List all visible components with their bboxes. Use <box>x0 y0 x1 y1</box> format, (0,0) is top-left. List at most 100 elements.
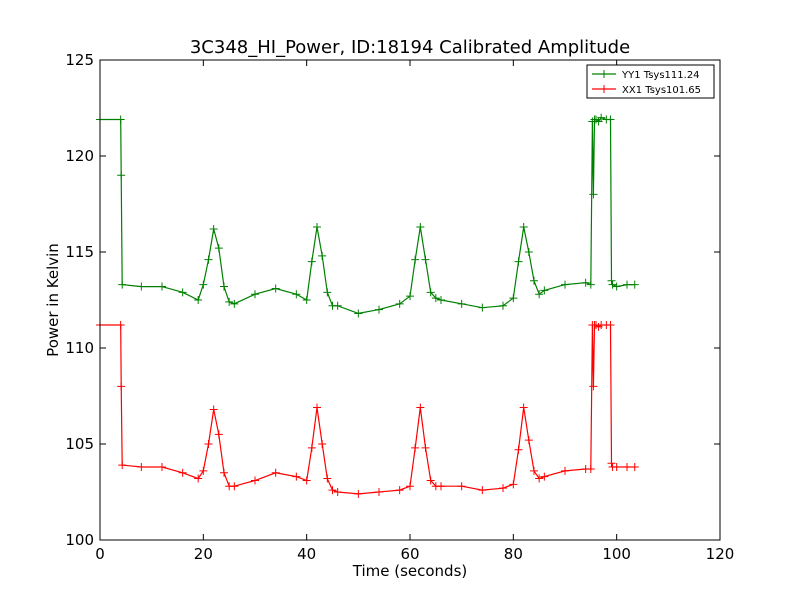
data-point <box>209 224 218 233</box>
data-point <box>116 115 125 124</box>
data-point <box>313 223 321 232</box>
data-point <box>499 301 507 310</box>
series-layer <box>96 113 639 498</box>
y-tick-label: 100 <box>65 531 94 549</box>
data-point <box>194 296 203 304</box>
legend-label: XX1 Tsys101.65 <box>622 85 701 96</box>
data-point <box>630 463 639 472</box>
y-tick-label: 125 <box>65 51 94 69</box>
data-point <box>457 299 466 308</box>
data-point <box>416 223 425 232</box>
legend-label: YY1 Tsys111.24 <box>621 70 700 81</box>
data-point <box>209 405 218 414</box>
data-point <box>509 294 518 303</box>
y-tick-label: 120 <box>65 147 94 165</box>
x-tick-label: 80 <box>504 545 523 563</box>
data-point <box>333 488 342 496</box>
data-point <box>117 382 126 391</box>
data-point <box>608 280 617 289</box>
data-point <box>354 309 363 318</box>
data-point <box>586 464 595 473</box>
data-point <box>411 255 420 264</box>
legend: YY1 Tsys111.24 XX1 Tsys101.65 <box>586 64 715 99</box>
data-point <box>333 301 342 310</box>
data-point <box>426 476 435 485</box>
data-point <box>406 292 414 301</box>
data-point <box>606 320 615 329</box>
data-point <box>478 303 487 312</box>
data-point <box>561 280 569 289</box>
data-point <box>597 113 606 122</box>
data-point <box>612 463 621 472</box>
data-point <box>302 476 311 485</box>
data-point <box>225 297 234 306</box>
data-point <box>354 489 363 498</box>
data-point <box>535 474 544 483</box>
data-point <box>519 403 528 412</box>
data-point <box>328 486 337 495</box>
data-point <box>421 255 430 264</box>
data-point <box>630 280 639 289</box>
data-point <box>318 251 327 260</box>
data-point <box>292 290 301 299</box>
data-point <box>431 294 440 303</box>
data-point <box>589 382 598 391</box>
data-point <box>437 482 445 491</box>
data-point <box>313 403 321 412</box>
data-point <box>524 436 533 445</box>
data-point <box>395 299 404 308</box>
chart-title: 3C348_HI_Power, ID:18194 Calibrated Ampl… <box>190 37 630 58</box>
data-point <box>395 486 404 495</box>
data-point <box>158 282 166 291</box>
data-point <box>535 290 544 299</box>
y-tick-label: 115 <box>65 243 94 261</box>
data-point <box>607 276 616 285</box>
data-point <box>117 171 126 180</box>
series-2 <box>96 320 639 498</box>
legend-box <box>586 64 715 99</box>
data-point <box>530 276 538 285</box>
ticks-layer: 0 20 40 60 80 100 120 100 105 110 115 120 125 <box>65 51 734 563</box>
data-point <box>251 476 259 485</box>
data-point <box>457 482 466 491</box>
data-point <box>623 280 631 289</box>
x-tick-label: 40 <box>297 545 316 563</box>
data-point <box>406 482 414 491</box>
data-point <box>271 468 280 477</box>
data-point <box>581 278 590 287</box>
data-point <box>116 320 125 329</box>
data-point <box>323 288 332 297</box>
data-point <box>612 282 621 291</box>
data-point <box>230 482 239 491</box>
data-point <box>220 282 228 291</box>
data-point <box>307 443 316 452</box>
data-point <box>375 488 383 496</box>
data-point <box>137 463 146 472</box>
x-tick-label: 0 <box>95 545 105 563</box>
data-point <box>199 280 208 289</box>
x-tick-label: 60 <box>400 545 419 563</box>
data-point <box>514 445 523 454</box>
data-point <box>623 463 631 472</box>
data-point <box>194 474 203 483</box>
data-point <box>318 440 327 448</box>
x-axis-label: Time (seconds) <box>352 562 468 580</box>
data-point <box>437 296 445 304</box>
data-point <box>307 257 316 266</box>
data-point <box>118 280 127 289</box>
data-point <box>214 430 223 439</box>
data-point <box>230 299 239 308</box>
data-point <box>178 288 187 297</box>
data-point <box>589 190 598 199</box>
data-point <box>118 461 127 470</box>
data-point <box>519 223 528 232</box>
data-point <box>158 463 166 472</box>
data-point <box>302 296 311 304</box>
data-point <box>292 472 301 481</box>
data-point <box>421 443 430 452</box>
data-point <box>214 244 223 253</box>
data-point <box>220 468 228 477</box>
x-tick-label: 120 <box>706 545 735 563</box>
legend-marker <box>600 70 608 78</box>
